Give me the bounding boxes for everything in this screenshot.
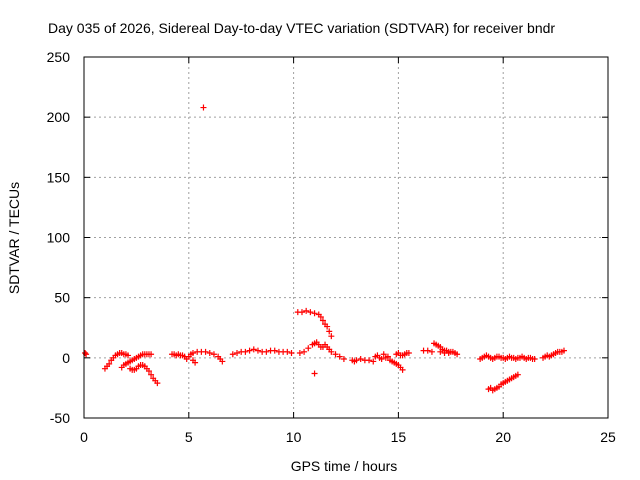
data-point-plus (263, 348, 270, 355)
data-point-plus (82, 350, 89, 357)
data-point-plus (284, 348, 291, 355)
data-point-plus (305, 345, 312, 352)
data-point-plus (370, 358, 377, 365)
data-point-plus (328, 348, 335, 355)
data-point-plus (428, 348, 435, 355)
data-point-plus (317, 313, 324, 320)
data-point-plus (357, 356, 364, 363)
x-tick-label: 5 (185, 429, 193, 445)
data-point-plus (353, 357, 360, 364)
data-point-plus (380, 351, 387, 358)
data-point-plus (154, 380, 161, 387)
data-point-plus (145, 368, 152, 375)
data-point-plus (148, 351, 155, 358)
y-tick-label: 150 (47, 169, 71, 185)
data-point-plus (366, 357, 373, 364)
data-point-plus (405, 350, 412, 357)
y-tick-label: 0 (62, 350, 70, 366)
data-point-plus (202, 348, 209, 355)
data-point-plus (125, 352, 132, 359)
data-point-plus (424, 347, 431, 354)
data-point-plus (229, 351, 236, 358)
data-point-plus (298, 309, 305, 316)
x-tick-label: 0 (80, 429, 88, 445)
data-point-plus (242, 348, 249, 355)
x-tick-label: 20 (495, 429, 511, 445)
x-tick-label: 15 (391, 429, 407, 445)
data-point-plus (514, 371, 521, 378)
data-point-plus (303, 307, 310, 314)
chart-title: Day 035 of 2026, Sidereal Day-to-day VTE… (48, 20, 555, 36)
data-point-plus (301, 348, 308, 355)
data-point-plus (234, 350, 241, 357)
data-point-plus (288, 350, 295, 357)
data-point-plus (206, 350, 213, 357)
x-axis-label: GPS time / hours (291, 458, 398, 474)
data-point-plus (311, 310, 318, 317)
data-point-plus (336, 353, 343, 360)
data-point-plus (210, 351, 217, 358)
data-point-plus (148, 371, 155, 378)
data-point-plus (560, 347, 567, 354)
y-tick-label: -50 (50, 410, 70, 426)
data-point-plus (326, 328, 333, 335)
data-point-plus (200, 104, 207, 111)
data-point-plus (192, 359, 199, 366)
data-point-plus (399, 366, 406, 373)
axis-ticks: 0 5 10 15 20 25 -50 0 50 100 150 200 250 (47, 49, 616, 445)
data-point-plus (531, 356, 538, 363)
data-point-plus (328, 333, 335, 340)
x-tick-label: 10 (286, 429, 302, 445)
data-points (82, 104, 567, 394)
data-point-plus (296, 350, 303, 357)
data-point-plus (106, 360, 113, 367)
data-point-plus (324, 323, 331, 330)
y-tick-label: 200 (47, 109, 71, 125)
data-point-plus (437, 348, 444, 355)
data-point-plus (307, 309, 314, 316)
data-point-plus (250, 346, 257, 353)
data-point-plus (246, 347, 253, 354)
data-point-plus (340, 356, 347, 363)
data-point-plus (454, 351, 461, 358)
data-point-plus (219, 358, 226, 365)
y-axis-label: SDTVAR / TECUs (6, 182, 22, 294)
data-point-plus (378, 356, 385, 363)
data-point-plus (271, 347, 278, 354)
data-point-plus (311, 370, 318, 377)
data-point-plus (332, 351, 339, 358)
data-point-plus (254, 347, 261, 354)
y-tick-label: 100 (47, 230, 71, 246)
data-point-plus (384, 353, 391, 360)
data-point-plus (189, 350, 196, 357)
y-tick-label: 50 (54, 290, 70, 306)
y-tick-label: 250 (47, 49, 71, 65)
data-point-plus (319, 317, 326, 324)
data-point-plus (445, 350, 452, 357)
x-tick-label: 25 (600, 429, 616, 445)
